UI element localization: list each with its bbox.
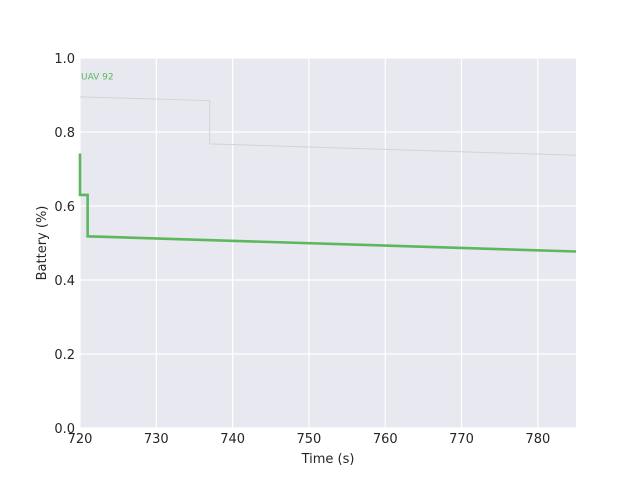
x-tick-labels: 720 730 740 750 760 770 780 [68,432,551,447]
series-layer [78,96,577,253]
series-line-1 [79,96,577,156]
x-tick-label: 740 [220,432,245,447]
x-tick-label: 750 [297,432,322,447]
y-tick-label: 0.0 [54,422,75,437]
y-tick-labels: 0.0 0.2 0.4 0.6 0.8 1.0 [54,52,75,437]
series-line-2 [78,153,577,253]
x-gridlines [79,58,539,428]
y-tick-label: 0.2 [54,348,75,363]
x-tick-label: 770 [449,432,474,447]
x-tick-label: 730 [144,432,169,447]
x-tick-label: 720 [68,432,93,447]
y-gridlines [80,57,576,429]
y-tick-label: 0.6 [54,200,75,215]
series-annotation: UAV 92 [81,73,114,83]
y-tick-label: 1.0 [54,52,75,67]
x-tick-label: 780 [525,432,550,447]
x-tick-label: 760 [373,432,398,447]
y-tick-label: 0.4 [54,274,75,289]
y-tick-label: 0.8 [54,126,75,141]
y-axis-label: Battery (%) [35,206,50,281]
x-axis-label: Time (s) [301,452,355,467]
